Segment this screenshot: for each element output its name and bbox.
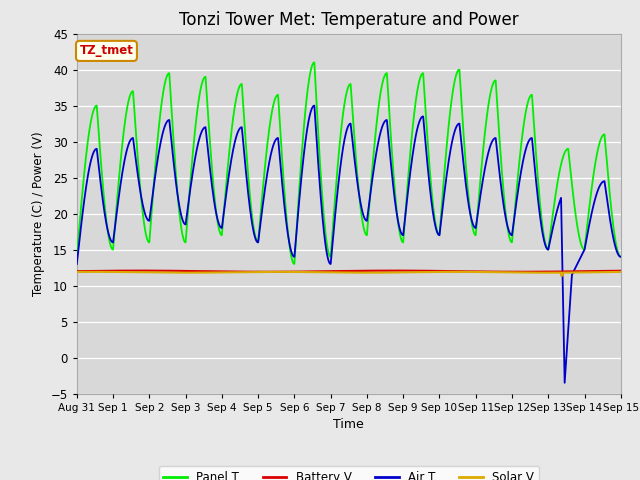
Solar V: [617, 269, 625, 275]
Air T: [73, 261, 81, 267]
Line: Battery V: Battery V: [77, 271, 621, 275]
Panel T: [310, 60, 318, 65]
Line: Panel T: Panel T: [77, 62, 621, 264]
Solar V: [73, 269, 81, 275]
Air T: [172, 177, 179, 182]
Line: Solar V: Solar V: [77, 272, 621, 276]
Solar V: [427, 269, 435, 275]
Y-axis label: Temperature (C) / Power (V): Temperature (C) / Power (V): [32, 132, 45, 296]
Battery V: [281, 269, 289, 275]
Panel T: [73, 254, 81, 260]
Line: Air T: Air T: [77, 106, 621, 383]
Panel T: [479, 149, 487, 155]
Air T: [399, 232, 407, 238]
Title: Tonzi Tower Met: Temperature and Power: Tonzi Tower Met: Temperature and Power: [179, 11, 518, 29]
Solar V: [452, 269, 460, 275]
Panel T: [399, 239, 407, 244]
Solar V: [520, 270, 528, 276]
Air T: [310, 103, 318, 108]
Battery V: [399, 268, 407, 274]
Battery V: [520, 269, 528, 275]
Battery V: [617, 268, 625, 274]
Panel T: [427, 179, 435, 185]
Solar V: [479, 269, 486, 275]
Panel T: [172, 167, 179, 173]
Panel T: [281, 192, 289, 198]
Text: TZ_tmet: TZ_tmet: [79, 44, 133, 58]
Air T: [427, 192, 435, 198]
Air T: [561, 380, 568, 386]
Legend: Panel T, Battery V, Air T, Solar V: Panel T, Battery V, Air T, Solar V: [159, 466, 539, 480]
Panel T: [291, 261, 298, 267]
Battery V: [557, 272, 565, 277]
Solar V: [399, 269, 407, 275]
Air T: [520, 153, 528, 158]
Air T: [281, 205, 289, 211]
Battery V: [479, 269, 486, 275]
Battery V: [390, 268, 398, 274]
Solar V: [281, 269, 289, 275]
Battery V: [172, 268, 179, 274]
Battery V: [73, 268, 81, 274]
X-axis label: Time: Time: [333, 418, 364, 431]
Air T: [479, 178, 486, 183]
Panel T: [520, 118, 528, 124]
Solar V: [557, 273, 565, 278]
Panel T: [617, 254, 625, 260]
Battery V: [427, 268, 435, 274]
Solar V: [172, 270, 179, 276]
Air T: [617, 254, 625, 260]
